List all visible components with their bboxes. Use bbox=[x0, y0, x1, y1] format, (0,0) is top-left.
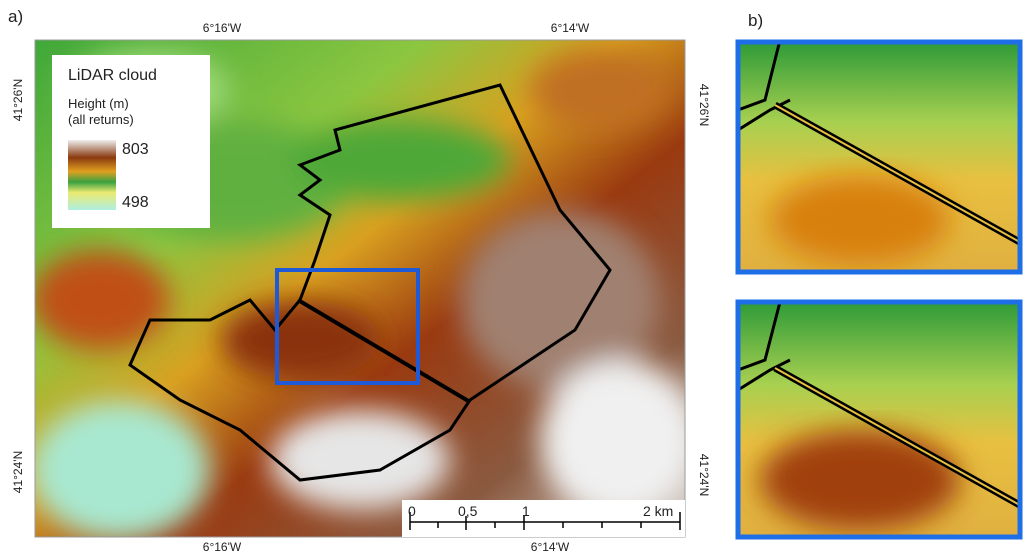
coord-label: 6°14'W bbox=[531, 540, 570, 554]
scale-label: 0,5 bbox=[458, 503, 478, 519]
coord-label: 41°26'N bbox=[11, 79, 25, 121]
coord-label: 41°24'N bbox=[11, 451, 25, 493]
scale-label: 1 bbox=[522, 503, 530, 519]
scale-label: 2 km bbox=[643, 503, 673, 519]
figure: LiDAR cloud Height (m) (all returns) 803… bbox=[0, 0, 1023, 555]
legend-max: 803 bbox=[122, 141, 149, 158]
legend-ramp bbox=[68, 140, 116, 210]
legend-title: LiDAR cloud bbox=[68, 67, 157, 84]
legend-subtitle: Height (m) bbox=[68, 96, 129, 111]
scale-label: 0 bbox=[408, 503, 416, 519]
legend-min: 498 bbox=[122, 194, 149, 211]
panel-label: a) bbox=[8, 7, 23, 26]
coord-label: 6°14'W bbox=[551, 21, 590, 35]
page: {"panel_a": {"label": "a)", "top_labels"… bbox=[0, 0, 1023, 555]
coord-label: 41°24'N bbox=[697, 454, 711, 496]
zoom-map-2 bbox=[738, 302, 1023, 537]
panel-label: b) bbox=[748, 11, 763, 30]
coord-label: 6°16'W bbox=[203, 21, 242, 35]
coord-label: 6°16'W bbox=[203, 540, 242, 554]
zoom-map-1 bbox=[738, 40, 1023, 272]
coord-label: 41°26'N bbox=[697, 84, 711, 126]
legend-subtitle: (all returns) bbox=[68, 112, 134, 127]
